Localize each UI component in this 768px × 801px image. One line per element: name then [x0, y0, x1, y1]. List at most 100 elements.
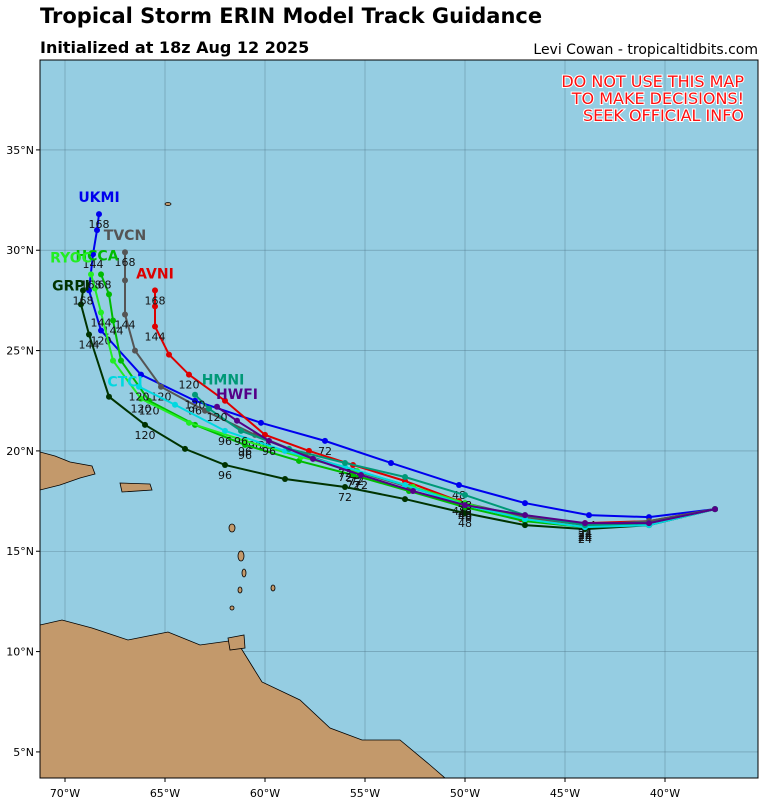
track-point	[96, 211, 102, 218]
track-point	[456, 482, 462, 489]
track-point	[646, 520, 652, 527]
hour-label: 96	[218, 469, 232, 482]
track-point	[462, 502, 468, 509]
track-point	[158, 383, 164, 390]
model-name: RYOC	[50, 250, 92, 266]
hour-label: 72	[350, 475, 364, 488]
track-point	[586, 512, 592, 519]
hour-label: 24	[578, 529, 592, 542]
warning: SEEK OFFICIAL INFO	[583, 106, 744, 125]
track-point	[186, 419, 192, 426]
track-point	[342, 484, 348, 491]
hour-label: 24	[578, 527, 592, 540]
track-point	[402, 482, 408, 489]
hour-label: 120	[207, 411, 228, 424]
track-point	[522, 512, 528, 519]
track-point	[138, 371, 144, 378]
track-point	[214, 403, 220, 410]
hour-label: 72	[338, 491, 352, 504]
track-point	[94, 227, 100, 234]
track-point	[410, 488, 416, 495]
model-name: TVCN	[104, 228, 146, 244]
hour-label: 168	[81, 278, 102, 291]
track-point	[152, 287, 158, 294]
hour-label: 48	[458, 517, 472, 530]
hour-label: 48	[458, 509, 472, 522]
track-point	[266, 437, 272, 444]
y-tick-label: 20°N	[6, 445, 34, 458]
hour-label: 24	[578, 527, 592, 540]
hour-label: 96	[234, 435, 248, 448]
hour-label: 24	[578, 531, 592, 544]
track-point	[86, 331, 92, 338]
hour-label: 24	[578, 531, 592, 544]
track-point	[238, 427, 244, 434]
track-point	[172, 401, 178, 408]
hour-label: 120	[131, 403, 152, 416]
track-point	[88, 271, 94, 278]
track-point	[358, 471, 364, 478]
track-point	[98, 309, 104, 316]
hour-label: 168	[73, 294, 94, 307]
track-point	[258, 419, 264, 426]
model-name: HWFI	[216, 387, 258, 403]
track-point	[106, 393, 112, 400]
track-point	[122, 249, 128, 256]
model-name: UKMI	[78, 190, 119, 206]
hour-label: 72	[354, 479, 368, 492]
warning: DO NOT USE THIS MAP	[561, 72, 744, 91]
track-point	[192, 397, 198, 404]
track-point	[206, 405, 212, 412]
hour-label: 48	[458, 509, 472, 522]
track-point	[342, 459, 348, 466]
hour-label: 144	[145, 330, 166, 343]
hour-label: 168	[89, 218, 110, 231]
hour-label: 144	[115, 318, 136, 331]
track-point	[80, 287, 86, 294]
track-point	[92, 285, 98, 292]
track-point	[306, 447, 312, 454]
track-point	[242, 437, 248, 444]
track-point	[86, 287, 92, 294]
y-tick-label: 15°N	[6, 545, 34, 558]
track-point	[132, 347, 138, 354]
track-point	[166, 351, 172, 358]
x-tick-label: 45°W	[550, 787, 580, 800]
hour-label: 144	[103, 324, 124, 337]
model-name: CTCI	[107, 375, 142, 391]
track-point	[322, 437, 328, 444]
track-point	[222, 427, 228, 434]
track-point	[182, 445, 188, 452]
x-tick-label: 40°W	[650, 787, 680, 800]
hour-label: 96	[238, 445, 252, 458]
subtitle: Initialized at 18z Aug 12 2025	[40, 38, 309, 57]
track-point	[118, 357, 124, 364]
track-point	[388, 459, 394, 466]
track-point	[78, 301, 84, 308]
hour-label: 24	[578, 529, 592, 542]
track-point	[310, 455, 316, 462]
track-point	[234, 417, 240, 424]
track-point	[522, 522, 528, 529]
x-tick-label: 65°W	[150, 787, 180, 800]
track-point	[106, 291, 112, 298]
hour-label: 120	[91, 335, 112, 348]
track-point	[582, 520, 588, 527]
track-point	[192, 391, 198, 398]
track-point	[152, 303, 158, 310]
x-tick-label: 50°W	[450, 787, 480, 800]
y-tick-label: 10°N	[6, 646, 34, 659]
track-point	[402, 496, 408, 503]
y-tick-label: 30°N	[6, 244, 34, 257]
track-point	[110, 317, 116, 324]
hour-label: 120	[129, 391, 150, 404]
track-point	[462, 510, 468, 517]
hour-label: 144	[83, 258, 104, 271]
hour-label: 120	[135, 429, 156, 442]
hour-label: 96	[262, 445, 276, 458]
track-point	[282, 476, 288, 483]
track-point	[110, 357, 116, 364]
model-name: GRPI	[52, 278, 90, 294]
hour-label: 96	[238, 449, 252, 462]
